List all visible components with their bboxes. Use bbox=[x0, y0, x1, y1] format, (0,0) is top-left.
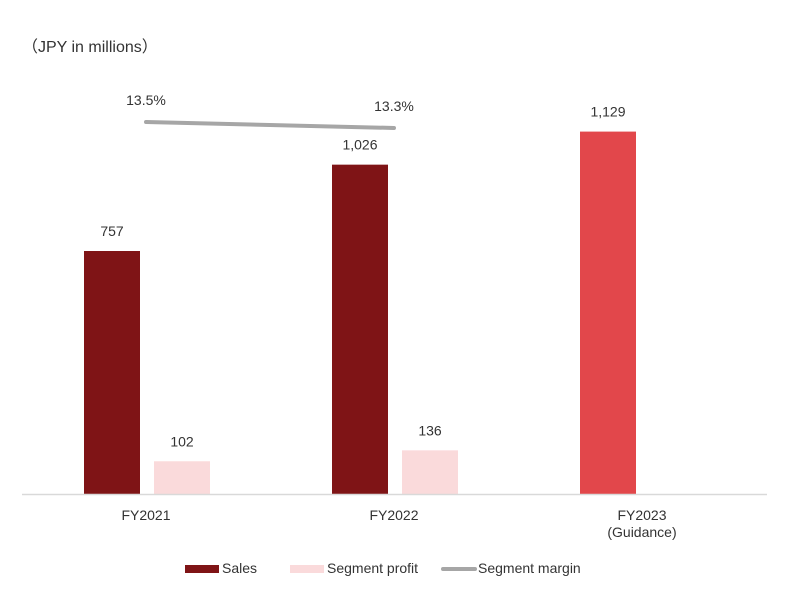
legend-segment-profit-swatch bbox=[290, 565, 324, 573]
legend: Sales Segment profit Segment margin bbox=[185, 560, 581, 576]
x-tick-label: FY2023 bbox=[617, 507, 666, 523]
sales-value-label: 1,026 bbox=[342, 137, 377, 153]
sales-bar bbox=[84, 251, 140, 494]
unit-label: （JPY in millions） bbox=[22, 38, 158, 56]
sales-value-label: 1,129 bbox=[590, 104, 625, 120]
x-tick-label: FY2022 bbox=[369, 507, 418, 523]
segment-margin-value-label: 13.5% bbox=[126, 92, 166, 108]
legend-segment-margin-label: Segment margin bbox=[478, 560, 581, 576]
segment-profit-bar bbox=[154, 461, 210, 494]
segment-margin-line bbox=[144, 120, 396, 130]
segment-profit-bar bbox=[402, 450, 458, 494]
segment-profit-value-label: 102 bbox=[170, 433, 194, 449]
legend-sales-label: Sales bbox=[222, 560, 257, 576]
legend-segment-profit-label: Segment profit bbox=[327, 560, 418, 576]
sales-value-label: 757 bbox=[100, 223, 124, 239]
segment-profit-value-label: 136 bbox=[418, 422, 442, 438]
x-tick-label: (Guidance) bbox=[607, 524, 676, 540]
legend-sales-swatch bbox=[185, 565, 219, 573]
x-tick-label: FY2021 bbox=[121, 507, 170, 523]
sales-bar bbox=[332, 164, 388, 495]
sales-bar bbox=[580, 131, 636, 494]
segment-margin-value-label: 13.3% bbox=[374, 98, 414, 114]
